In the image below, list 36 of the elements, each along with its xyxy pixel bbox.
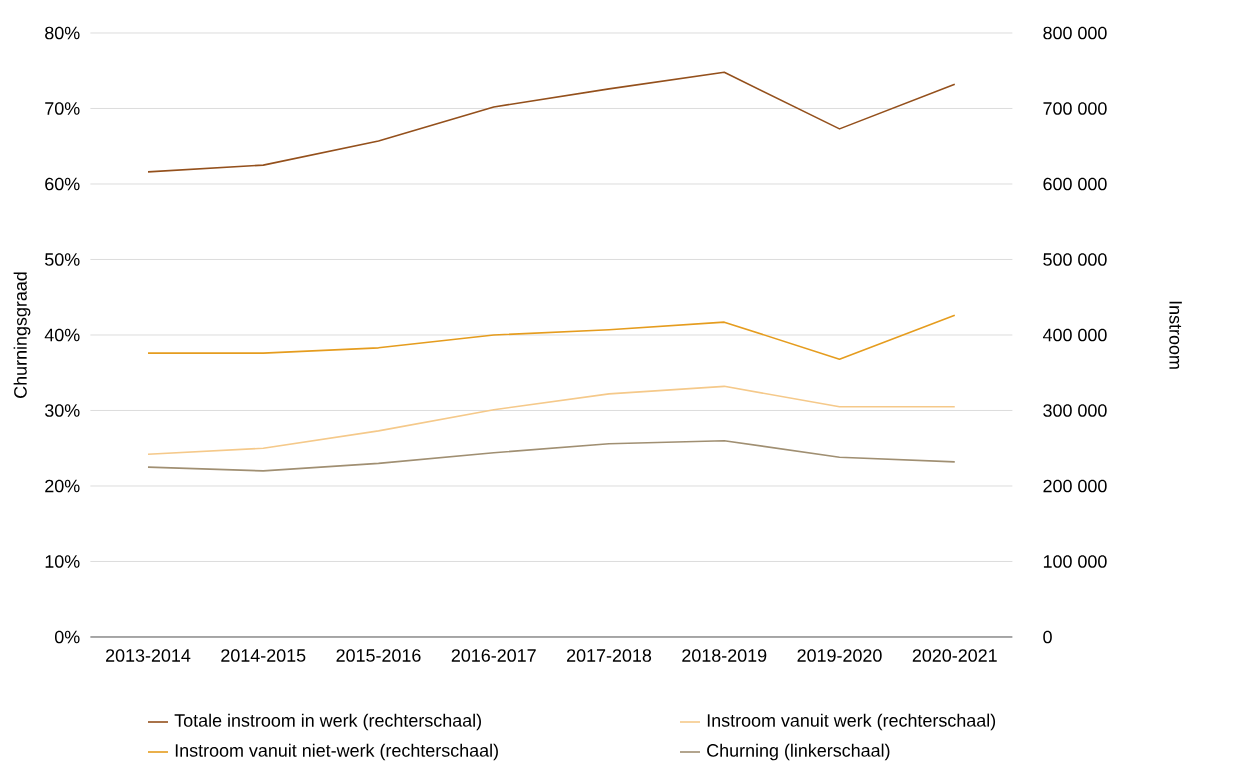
y2-tick-label: 400 000 bbox=[1042, 328, 1107, 342]
y2-tick-label: 100 000 bbox=[1043, 555, 1107, 568]
y2-tick-label: 500 000 bbox=[1043, 253, 1107, 266]
line-series bbox=[147, 71, 956, 173]
x-tick-label: 2013-2014 bbox=[106, 649, 191, 662]
y2-tick-label: 200 000 bbox=[1043, 479, 1107, 493]
x-tick-label: 2017-2018 bbox=[567, 649, 652, 662]
x-tick-label: 2014-2015 bbox=[221, 649, 306, 662]
y-tick-label: 20% bbox=[45, 479, 80, 493]
y-tick-label: 0% bbox=[54, 630, 80, 644]
x-tick-label: 2015-2016 bbox=[336, 649, 421, 662]
y2-tick-label: 600 000 bbox=[1043, 177, 1107, 191]
y-tick-label: 10% bbox=[45, 555, 80, 568]
x-tick-label: 2016-2017 bbox=[451, 649, 536, 662]
y-tick-label: 80% bbox=[45, 26, 80, 40]
y2-tick-label: 300 000 bbox=[1043, 404, 1107, 417]
y-tick-label: 60% bbox=[45, 177, 80, 191]
y-tick-label: 70% bbox=[45, 102, 80, 115]
y-tick-label: 30% bbox=[44, 404, 80, 417]
x-tick-label: 2018-2019 bbox=[682, 649, 767, 662]
legend-label: Totale instroom in werk (rechterschaal) bbox=[174, 713, 481, 731]
y-tick-label: 40% bbox=[44, 328, 80, 342]
x-tick-label: 2020-2021 bbox=[912, 649, 997, 662]
y2-tick-label: 800 000 bbox=[1043, 26, 1107, 40]
y-axis-title: Churningsgraad bbox=[13, 272, 31, 398]
legend-label: Instroom vanuit niet-werk (rechterschaal) bbox=[175, 743, 498, 761]
y2-tick-label: 0 bbox=[1043, 630, 1052, 644]
y2-axis-title: Instroom bbox=[1169, 301, 1182, 369]
x-tick-label: 2019-2020 bbox=[797, 649, 882, 662]
y-tick-label: 50% bbox=[45, 253, 80, 266]
line-series bbox=[147, 385, 956, 456]
line-series bbox=[147, 314, 956, 360]
line-series bbox=[147, 439, 956, 472]
y2-tick-label: 700 000 bbox=[1043, 102, 1107, 115]
legend-label: Churning (linkerschaal) bbox=[707, 743, 890, 761]
legend-label: Instroom vanuit werk (rechterschaal) bbox=[707, 713, 996, 731]
